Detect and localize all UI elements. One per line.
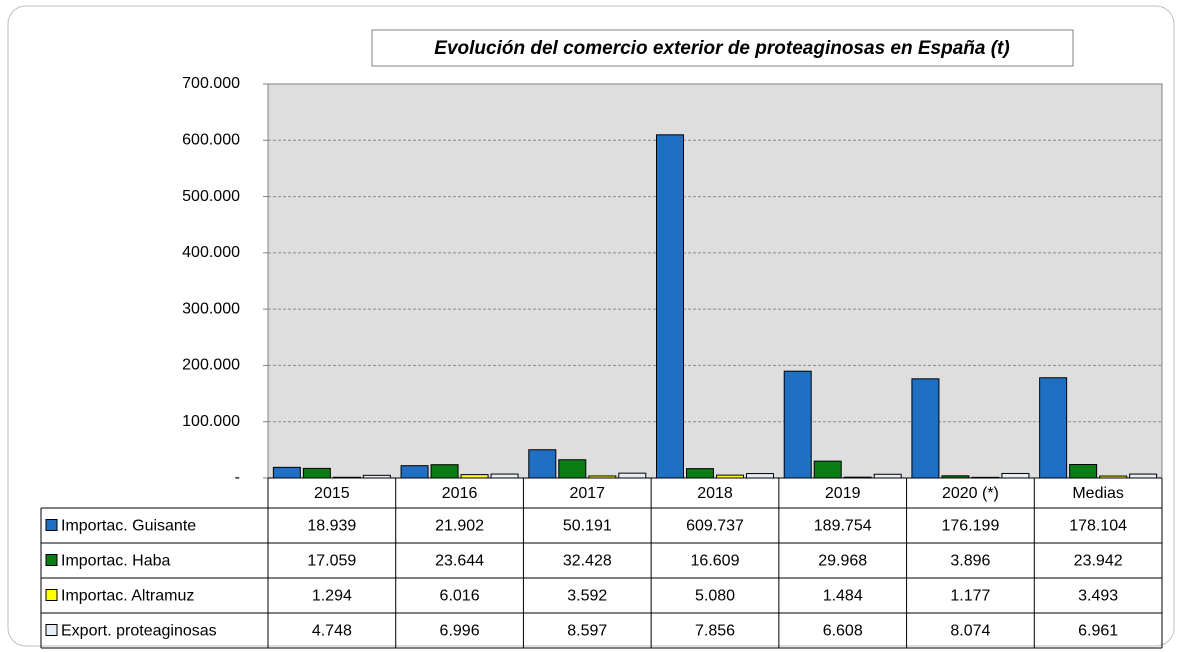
data-label: 23.942 <box>1074 553 1123 570</box>
data-label: 8.074 <box>950 623 990 640</box>
data-label: 6.996 <box>440 623 480 640</box>
bar <box>746 473 774 479</box>
legend-label: Importac. Haba <box>61 553 170 570</box>
bar <box>528 449 557 479</box>
x-tick-label: 2018 <box>697 485 733 502</box>
bar <box>618 472 647 479</box>
data-label: 6.961 <box>1078 623 1118 640</box>
bar <box>1001 472 1030 479</box>
bar <box>873 473 902 479</box>
data-label: 3.493 <box>1078 588 1118 605</box>
y-tick-label: 300.000 <box>182 300 240 317</box>
y-tick-label: - <box>235 469 240 486</box>
x-tick-label: 2019 <box>825 485 861 502</box>
y-tick-label: 400.000 <box>182 244 240 261</box>
data-label: 6.016 <box>440 588 480 605</box>
data-label: 178.104 <box>1069 518 1127 535</box>
bar <box>656 134 684 479</box>
bar <box>1039 377 1068 479</box>
x-tick-label: 2015 <box>314 485 350 502</box>
bar <box>911 378 940 479</box>
data-label: 1.484 <box>823 588 863 605</box>
data-label: 6.608 <box>823 623 863 640</box>
bar <box>686 468 714 479</box>
data-label: 29.968 <box>818 553 867 570</box>
data-label: 3.592 <box>567 588 607 605</box>
data-label: 21.902 <box>435 518 484 535</box>
y-tick-label: 500.000 <box>182 188 240 205</box>
data-label: 7.856 <box>695 623 735 640</box>
bar <box>813 460 842 479</box>
title-box <box>371 29 1074 67</box>
bar <box>558 459 587 479</box>
data-label: 23.644 <box>435 553 484 570</box>
bar <box>1069 464 1098 479</box>
bar <box>272 466 301 479</box>
y-tick-label: 600.000 <box>182 132 240 149</box>
data-label: 18.939 <box>307 518 356 535</box>
data-label: 1.177 <box>950 588 990 605</box>
data-label: 189.754 <box>814 518 872 535</box>
legend-label: Importac. Guisante <box>61 518 196 535</box>
chart-title: Evolución del comercio exterior de prote… <box>434 38 1009 59</box>
x-tick-label: 2017 <box>569 485 605 502</box>
data-label: 32.428 <box>563 553 612 570</box>
legend-key <box>45 624 58 636</box>
data-label: 3.896 <box>950 553 990 570</box>
data-label: 16.609 <box>691 553 740 570</box>
data-label: 1.294 <box>312 588 352 605</box>
y-tick-label: 700.000 <box>182 75 240 92</box>
legend-key <box>45 589 58 601</box>
data-label: 17.059 <box>307 553 356 570</box>
plot-area <box>267 83 1163 479</box>
bar <box>1129 473 1158 479</box>
bar <box>302 467 331 479</box>
legend-label: Export. proteaginosas <box>61 623 217 640</box>
x-tick-label: 2020 (*) <box>942 485 999 502</box>
data-label: 176.199 <box>942 518 1000 535</box>
bar <box>460 474 489 479</box>
data-label: 5.080 <box>695 588 735 605</box>
bar <box>430 464 459 479</box>
data-label: 8.597 <box>567 623 607 640</box>
x-tick-label: 2016 <box>442 485 478 502</box>
data-label: 50.191 <box>563 518 612 535</box>
data-label: 609.737 <box>686 518 744 535</box>
y-tick-label: 200.000 <box>182 357 240 374</box>
bar <box>400 465 429 479</box>
legend-label: Importac. Altramuz <box>61 588 194 605</box>
x-tick-label: Medias <box>1072 485 1124 502</box>
y-tick-label: 100.000 <box>182 413 240 430</box>
legend-key <box>45 519 58 531</box>
legend-key <box>45 554 58 566</box>
bar <box>490 473 519 479</box>
data-label: 4.748 <box>312 623 352 640</box>
bar <box>783 370 812 479</box>
